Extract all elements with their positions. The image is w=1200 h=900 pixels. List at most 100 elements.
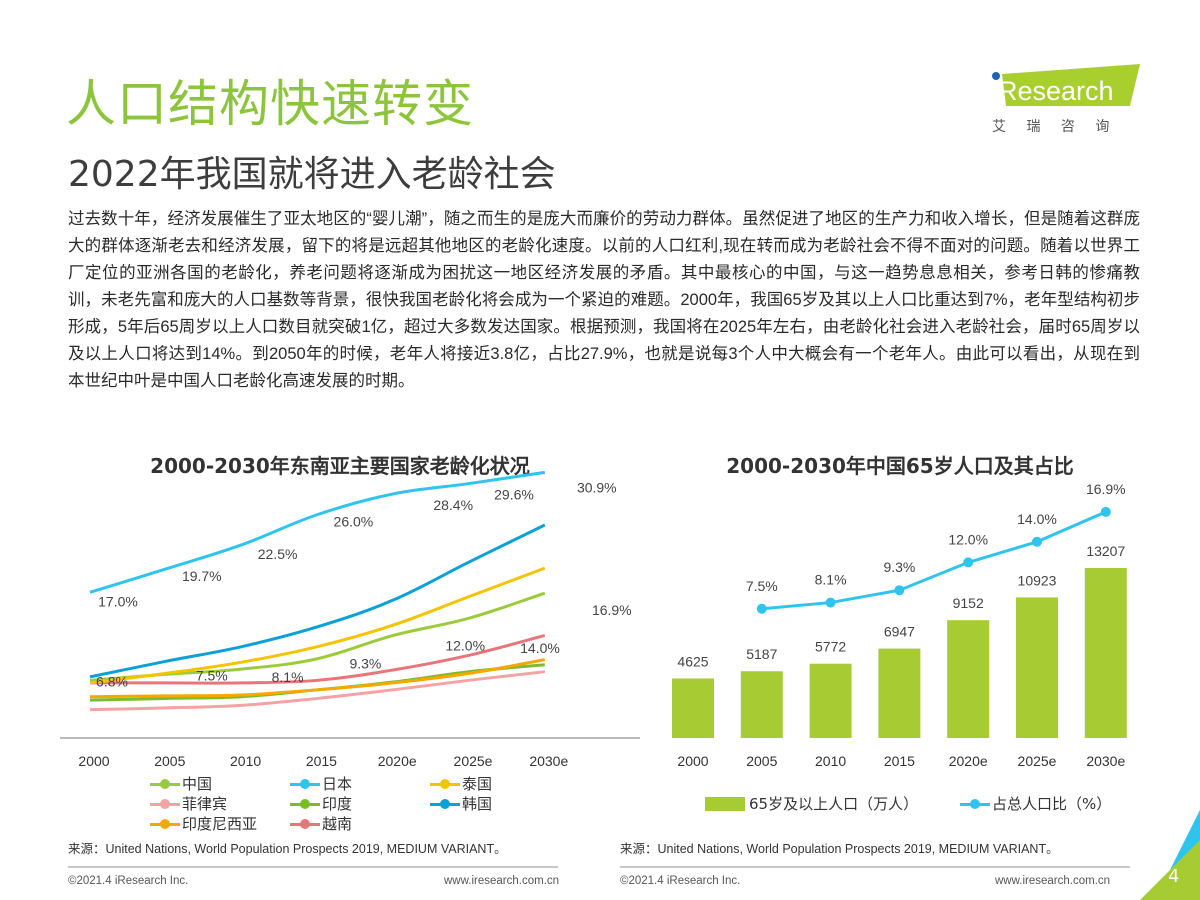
line-label: 16.9%: [1086, 481, 1126, 497]
line-point: [963, 557, 974, 568]
x-tick-label: 2020e: [378, 753, 417, 769]
legend-swatch: [290, 818, 320, 829]
legend-swatch: [290, 798, 320, 809]
bar: [1016, 597, 1058, 738]
legend-swatch: [150, 798, 180, 809]
x-tick-label: 2025e: [1018, 753, 1057, 769]
series-line-越南: [89, 633, 546, 685]
body-section: 过去数十年，经济发展催生了亚太地区的“婴儿潮”，随之而生的是庞大而廉价的劳动力群…: [0, 206, 1200, 450]
legend-label: 占总人口比（%）: [992, 795, 1112, 813]
line-point: [756, 603, 767, 614]
bar-label: 9152: [953, 595, 984, 611]
legend-label: 韩国: [462, 795, 493, 813]
x-tick-label: 2010: [815, 753, 846, 769]
legend-line-swatch: [960, 798, 990, 809]
line-label: 9.3%: [883, 559, 915, 575]
legend-label: 菲律宾: [182, 795, 228, 813]
x-tick-label: 2030e: [529, 753, 568, 769]
legend-swatch: [430, 798, 460, 809]
logo-cn-text: 艾 瑞 咨 询: [992, 119, 1118, 135]
x-tick-label: 2015: [884, 753, 915, 769]
page-title: 人口结构快速转变: [66, 75, 474, 133]
legend-label: 越南: [322, 815, 353, 833]
data-label: 8.1%: [272, 669, 304, 685]
bar-label: 4625: [677, 653, 708, 669]
x-tick-label: 2010: [230, 753, 261, 769]
body-paragraph: 过去数十年，经济发展催生了亚太地区的“婴儿潮”，随之而生的是庞大而廉价的劳动力群…: [68, 210, 1140, 390]
data-label: 30.9%: [577, 479, 617, 495]
legend-swatch: [150, 818, 180, 829]
legend-item-泰国: 泰国: [430, 775, 492, 793]
x-tick-label: 2005: [746, 753, 777, 769]
line-point: [1100, 506, 1111, 517]
left-source: 来源：United Nations, World Population Pros…: [68, 842, 507, 856]
right-chart-title: 2000-2030年中国65岁人口及其占比: [726, 454, 1074, 478]
footer-divider: [68, 866, 558, 868]
legend-item-中国: 中国: [150, 775, 212, 793]
legend-swatch: [430, 778, 460, 789]
bar: [1084, 568, 1127, 738]
website: www.iresearch.com.cn: [444, 875, 560, 887]
line-point: [825, 597, 836, 608]
legend-label: 印度尼西亚: [182, 815, 258, 833]
legend-label: 65岁及以上人口（万人）: [749, 795, 919, 813]
header: 人口结构快速转变 2022年我国就将进入老龄社会 iResearch 艾 瑞 咨…: [0, 0, 1200, 206]
legend-label: 日本: [322, 775, 353, 793]
series-line-韩国: [89, 523, 546, 679]
legend-line: 占总人口比（%）: [960, 795, 1111, 813]
legend-swatch: [290, 778, 320, 789]
bar-label: 5772: [815, 639, 846, 655]
copyright: ©2021.4 iResearch Inc.: [68, 875, 189, 887]
bar-label: 5187: [746, 646, 777, 662]
svg-text:iResearch: iResearch: [992, 76, 1114, 106]
bar: [947, 620, 990, 738]
legend-bar-swatch: [705, 797, 745, 811]
data-label: 28.4%: [433, 497, 473, 513]
x-tick-label: 2015: [306, 753, 337, 769]
china-65-bar-line-chart: 2000 2005 2010 2015 2020e 2025e 2030e 4625 5187 5…: [672, 481, 1127, 769]
x-tick-label: 2000: [677, 753, 708, 769]
data-label: 19.7%: [182, 568, 222, 584]
data-label: 22.5%: [258, 546, 298, 562]
footer-divider: [620, 866, 1130, 868]
x-tick-label: 2020e: [949, 753, 988, 769]
left-chart-title: 2000-2030年东南亚主要国家老龄化状况: [150, 454, 530, 478]
charts-section: 2000-2030年东南亚主要国家老龄化状况 2000 2005 2010 2015 2…: [0, 450, 1200, 866]
page-number: 4: [1168, 866, 1180, 887]
data-label: 16.9%: [592, 602, 632, 618]
data-label: 14.0%: [520, 640, 560, 656]
bar: [809, 663, 852, 738]
website: www.iresearch.com.cn: [995, 875, 1111, 887]
line-label: 7.5%: [746, 578, 778, 594]
bar: [672, 678, 714, 738]
legend-swatch: [150, 778, 180, 789]
line-label: 12.0%: [948, 531, 988, 547]
legend-label: 中国: [182, 775, 213, 793]
x-tick-label: 2000: [78, 753, 109, 769]
series-line-泰国: [89, 566, 546, 685]
bar: [740, 671, 783, 738]
footer: ©2021.4 iResearch Inc. www.iresearch.com…: [0, 810, 1200, 900]
x-tick-label: 2030e: [1086, 753, 1125, 769]
bar-label: 13207: [1086, 543, 1125, 559]
data-label: 17.0%: [98, 593, 138, 609]
legend-item-印度尼西亚: 印度尼西亚: [150, 815, 257, 833]
line-point: [894, 585, 905, 596]
data-label: 26.0%: [334, 514, 374, 530]
data-label: 7.5%: [196, 667, 228, 683]
legend-label: 印度: [322, 795, 353, 813]
data-label: 6.8%: [96, 673, 128, 689]
legend-item-印度: 印度: [290, 795, 352, 813]
series-line-印度尼西亚: [89, 658, 546, 699]
x-tick-label: 2005: [154, 753, 185, 769]
data-label: 12.0%: [445, 637, 485, 653]
bar-label: 10923: [1018, 572, 1057, 588]
legend-item-越南: 越南: [290, 815, 352, 833]
legend-item-菲律宾: 菲律宾: [150, 795, 227, 813]
x-tick-label: 2025e: [454, 753, 493, 769]
right-source: 来源：United Nations, World Population Pros…: [620, 842, 1059, 856]
page-subtitle: 2022年我国就将进入老龄社会: [68, 154, 556, 195]
legend-label: 泰国: [462, 775, 493, 793]
data-label: 9.3%: [349, 656, 381, 672]
bar-label: 6947: [884, 624, 915, 640]
